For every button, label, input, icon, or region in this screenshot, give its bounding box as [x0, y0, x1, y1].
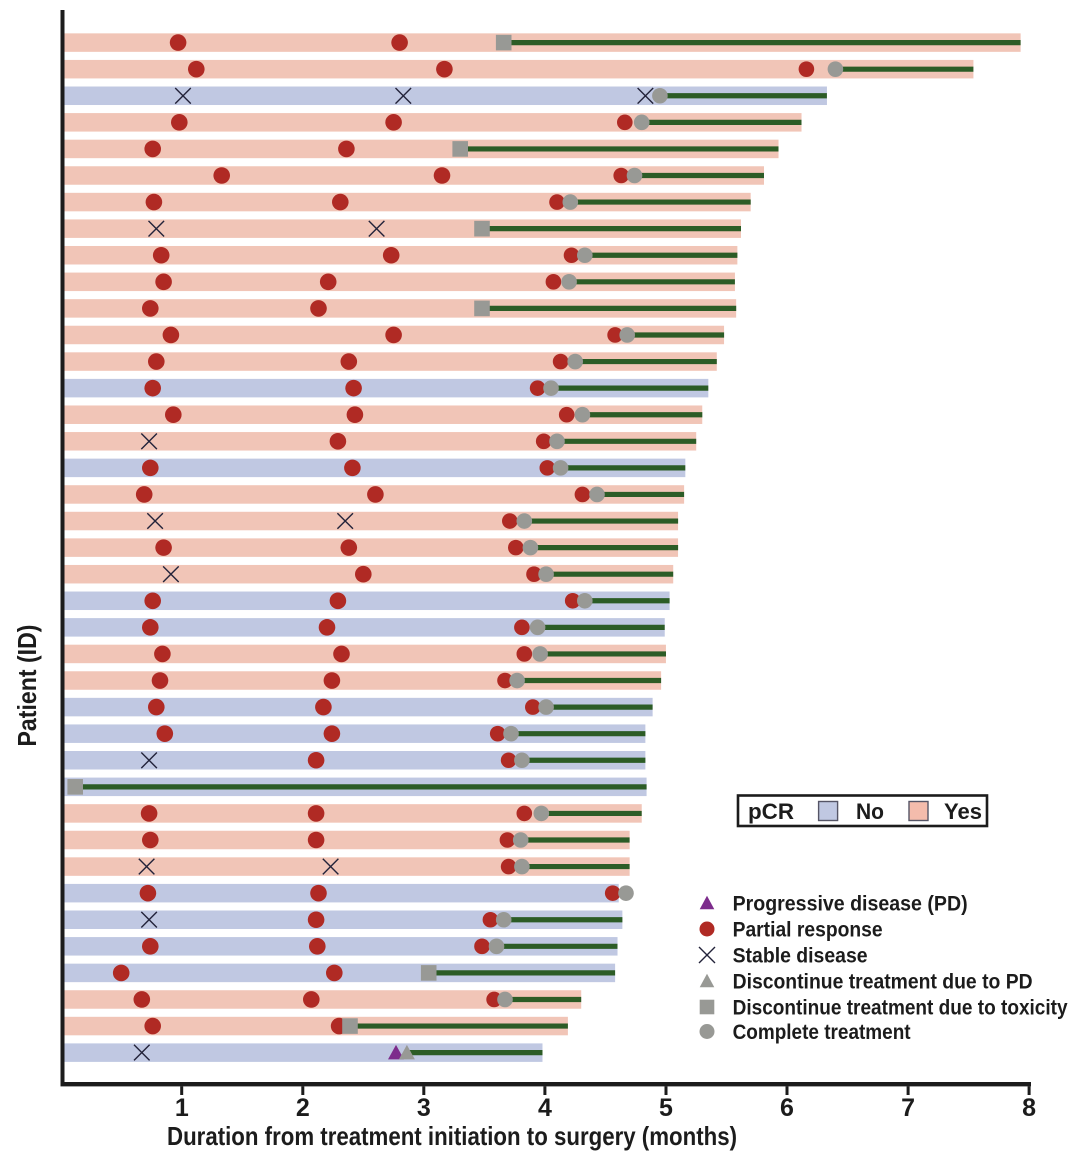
svg-text:3: 3 — [417, 1094, 431, 1122]
svg-text:7: 7 — [901, 1094, 915, 1122]
svg-text:Partial response: Partial response — [733, 919, 883, 942]
svg-text:1: 1 — [175, 1094, 189, 1122]
svg-text:Discontinue treatment due to t: Discontinue treatment due to toxicity — [733, 997, 1068, 1020]
svg-text:6: 6 — [780, 1094, 794, 1122]
svg-text:2: 2 — [296, 1094, 310, 1122]
svg-text:Progressive disease (PD): Progressive disease (PD) — [733, 893, 968, 916]
svg-text:Complete treatment: Complete treatment — [733, 1021, 911, 1044]
svg-text:4: 4 — [538, 1094, 552, 1122]
svg-text:Discontinue treatment due to P: Discontinue treatment due to PD — [733, 971, 1033, 994]
svg-text:pCR: pCR — [748, 799, 794, 824]
svg-text:8: 8 — [1022, 1094, 1036, 1122]
svg-text:Yes: Yes — [944, 799, 982, 824]
svg-text:Stable disease: Stable disease — [733, 945, 868, 968]
svg-text:Duration from treatment initia: Duration from treatment initiation to su… — [167, 1121, 737, 1151]
svg-text:No: No — [856, 799, 884, 824]
svg-text:Patient (ID): Patient (ID) — [12, 625, 42, 747]
svg-text:5: 5 — [659, 1094, 673, 1122]
